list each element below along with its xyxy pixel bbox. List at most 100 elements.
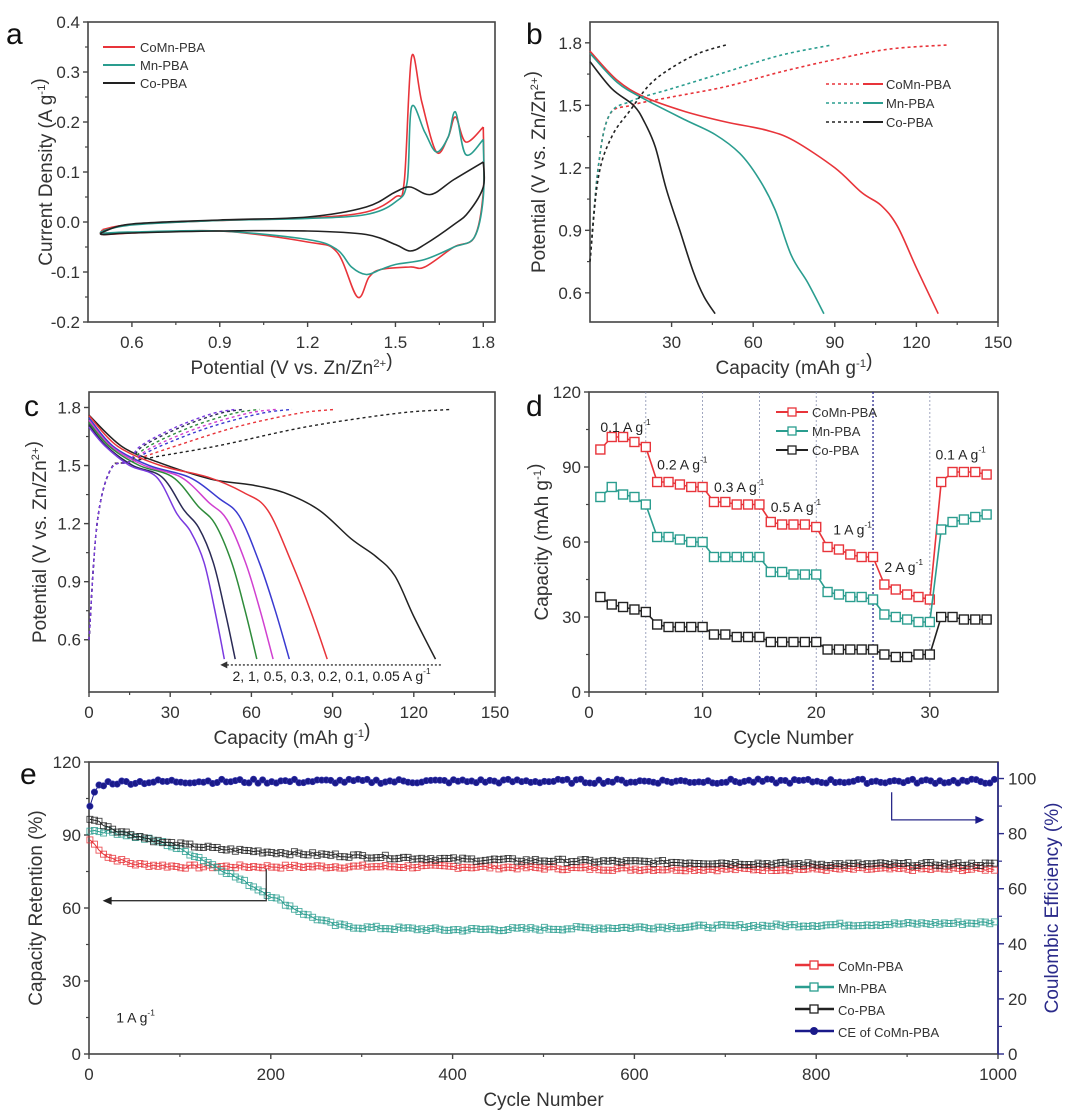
data-marker xyxy=(970,614,981,625)
retention-marker xyxy=(136,860,144,867)
retention-marker xyxy=(554,925,562,933)
data-marker xyxy=(663,476,674,488)
y-axis-label: Capacity (mAh g-1) xyxy=(525,464,553,621)
retention-marker xyxy=(790,860,798,868)
retention-marker xyxy=(872,859,880,867)
data-marker xyxy=(958,614,970,625)
retention-marker xyxy=(313,851,321,859)
retention-marker xyxy=(368,923,376,931)
retention-marker xyxy=(800,922,807,930)
data-marker xyxy=(720,629,731,640)
retention-marker xyxy=(677,924,685,932)
retention-marker xyxy=(395,923,403,931)
retention-marker xyxy=(750,861,757,869)
retention-marker xyxy=(590,926,598,933)
retention-marker xyxy=(413,855,421,863)
retention-marker xyxy=(672,924,680,932)
retention-marker xyxy=(250,848,257,856)
retention-marker xyxy=(850,860,857,867)
retention-marker xyxy=(672,866,680,874)
retention-marker xyxy=(813,865,821,873)
retention-marker xyxy=(631,857,639,865)
retention-marker xyxy=(595,858,603,866)
retention-marker xyxy=(240,876,248,884)
retention-marker xyxy=(327,864,335,872)
cv-curve-cathodic-mn-pba xyxy=(99,139,485,276)
retention-marker xyxy=(772,867,780,874)
retention-marker xyxy=(572,923,580,931)
retention-marker xyxy=(263,862,271,870)
retention-marker xyxy=(636,923,644,931)
retention-marker xyxy=(609,856,617,864)
data-marker xyxy=(788,569,799,580)
retention-marker xyxy=(718,921,726,929)
data-marker xyxy=(867,594,879,605)
retention-marker xyxy=(990,859,998,867)
retention-marker xyxy=(172,841,180,849)
retention-marker xyxy=(377,863,385,871)
panel-label: a xyxy=(6,18,23,51)
retention-marker xyxy=(727,864,735,872)
retention-marker xyxy=(959,862,966,870)
retention-marker xyxy=(118,828,126,836)
retention-marker xyxy=(477,857,485,865)
retention-marker xyxy=(409,924,417,932)
y-tick-label: 1.5 xyxy=(558,96,582,115)
retention-marker xyxy=(672,859,680,866)
retention-marker xyxy=(818,922,826,930)
discharge-curve xyxy=(88,414,437,660)
retention-marker xyxy=(609,866,617,874)
data-marker xyxy=(924,594,936,605)
right-y-tick-label: 100 xyxy=(1008,770,1036,789)
charge-curve xyxy=(88,408,276,640)
retention-marker xyxy=(159,861,167,869)
retention-marker xyxy=(731,859,739,866)
retention-marker xyxy=(818,865,826,873)
retention-marker xyxy=(531,863,539,871)
y-tick-label: 90 xyxy=(562,458,581,477)
retention-marker xyxy=(372,922,380,930)
retention-marker xyxy=(286,864,294,871)
retention-marker xyxy=(700,866,707,874)
retention-marker xyxy=(795,860,803,867)
plot-frame xyxy=(88,391,496,693)
retention-marker xyxy=(400,924,407,932)
retention-marker xyxy=(531,855,539,863)
retention-marker xyxy=(945,865,953,873)
retention-marker xyxy=(731,866,739,874)
retention-marker xyxy=(177,864,185,872)
right-y-tick-label: 40 xyxy=(1008,935,1027,954)
retention-marker xyxy=(254,847,262,855)
retention-marker xyxy=(350,862,357,870)
retention-marker xyxy=(650,860,657,868)
retention-marker xyxy=(804,922,812,930)
retention-marker xyxy=(686,859,694,867)
y-axis-label: Capacity Retention (%) xyxy=(26,810,47,1005)
retention-marker xyxy=(595,866,603,874)
y-tick-label: 1.5 xyxy=(57,457,81,476)
right-y-axis-label: Coulombic Efficiency (%) xyxy=(1042,803,1063,1014)
y-tick-label: 0.1 xyxy=(56,163,80,182)
retention-marker xyxy=(313,916,321,924)
retention-marker xyxy=(918,860,926,868)
y-tick-label: 120 xyxy=(553,383,581,402)
retention-marker xyxy=(472,925,480,933)
retention-marker xyxy=(290,848,298,856)
left-arrow-head xyxy=(102,896,112,905)
retention-marker xyxy=(300,851,307,859)
retention-marker xyxy=(959,920,966,928)
retention-marker xyxy=(977,918,985,926)
retention-marker xyxy=(181,848,189,856)
data-marker xyxy=(845,591,856,603)
data-marker xyxy=(651,619,663,630)
retention-marker xyxy=(768,922,776,930)
retention-marker xyxy=(354,862,362,870)
retention-marker xyxy=(240,846,248,854)
discharge-curve xyxy=(88,426,226,660)
rate-label: 2 A g-1 xyxy=(884,557,923,575)
retention-marker xyxy=(940,919,948,927)
y-tick-label: 1.2 xyxy=(558,159,582,178)
ce-marker xyxy=(577,775,585,783)
retention-marker xyxy=(409,855,417,863)
retention-marker xyxy=(609,924,617,932)
